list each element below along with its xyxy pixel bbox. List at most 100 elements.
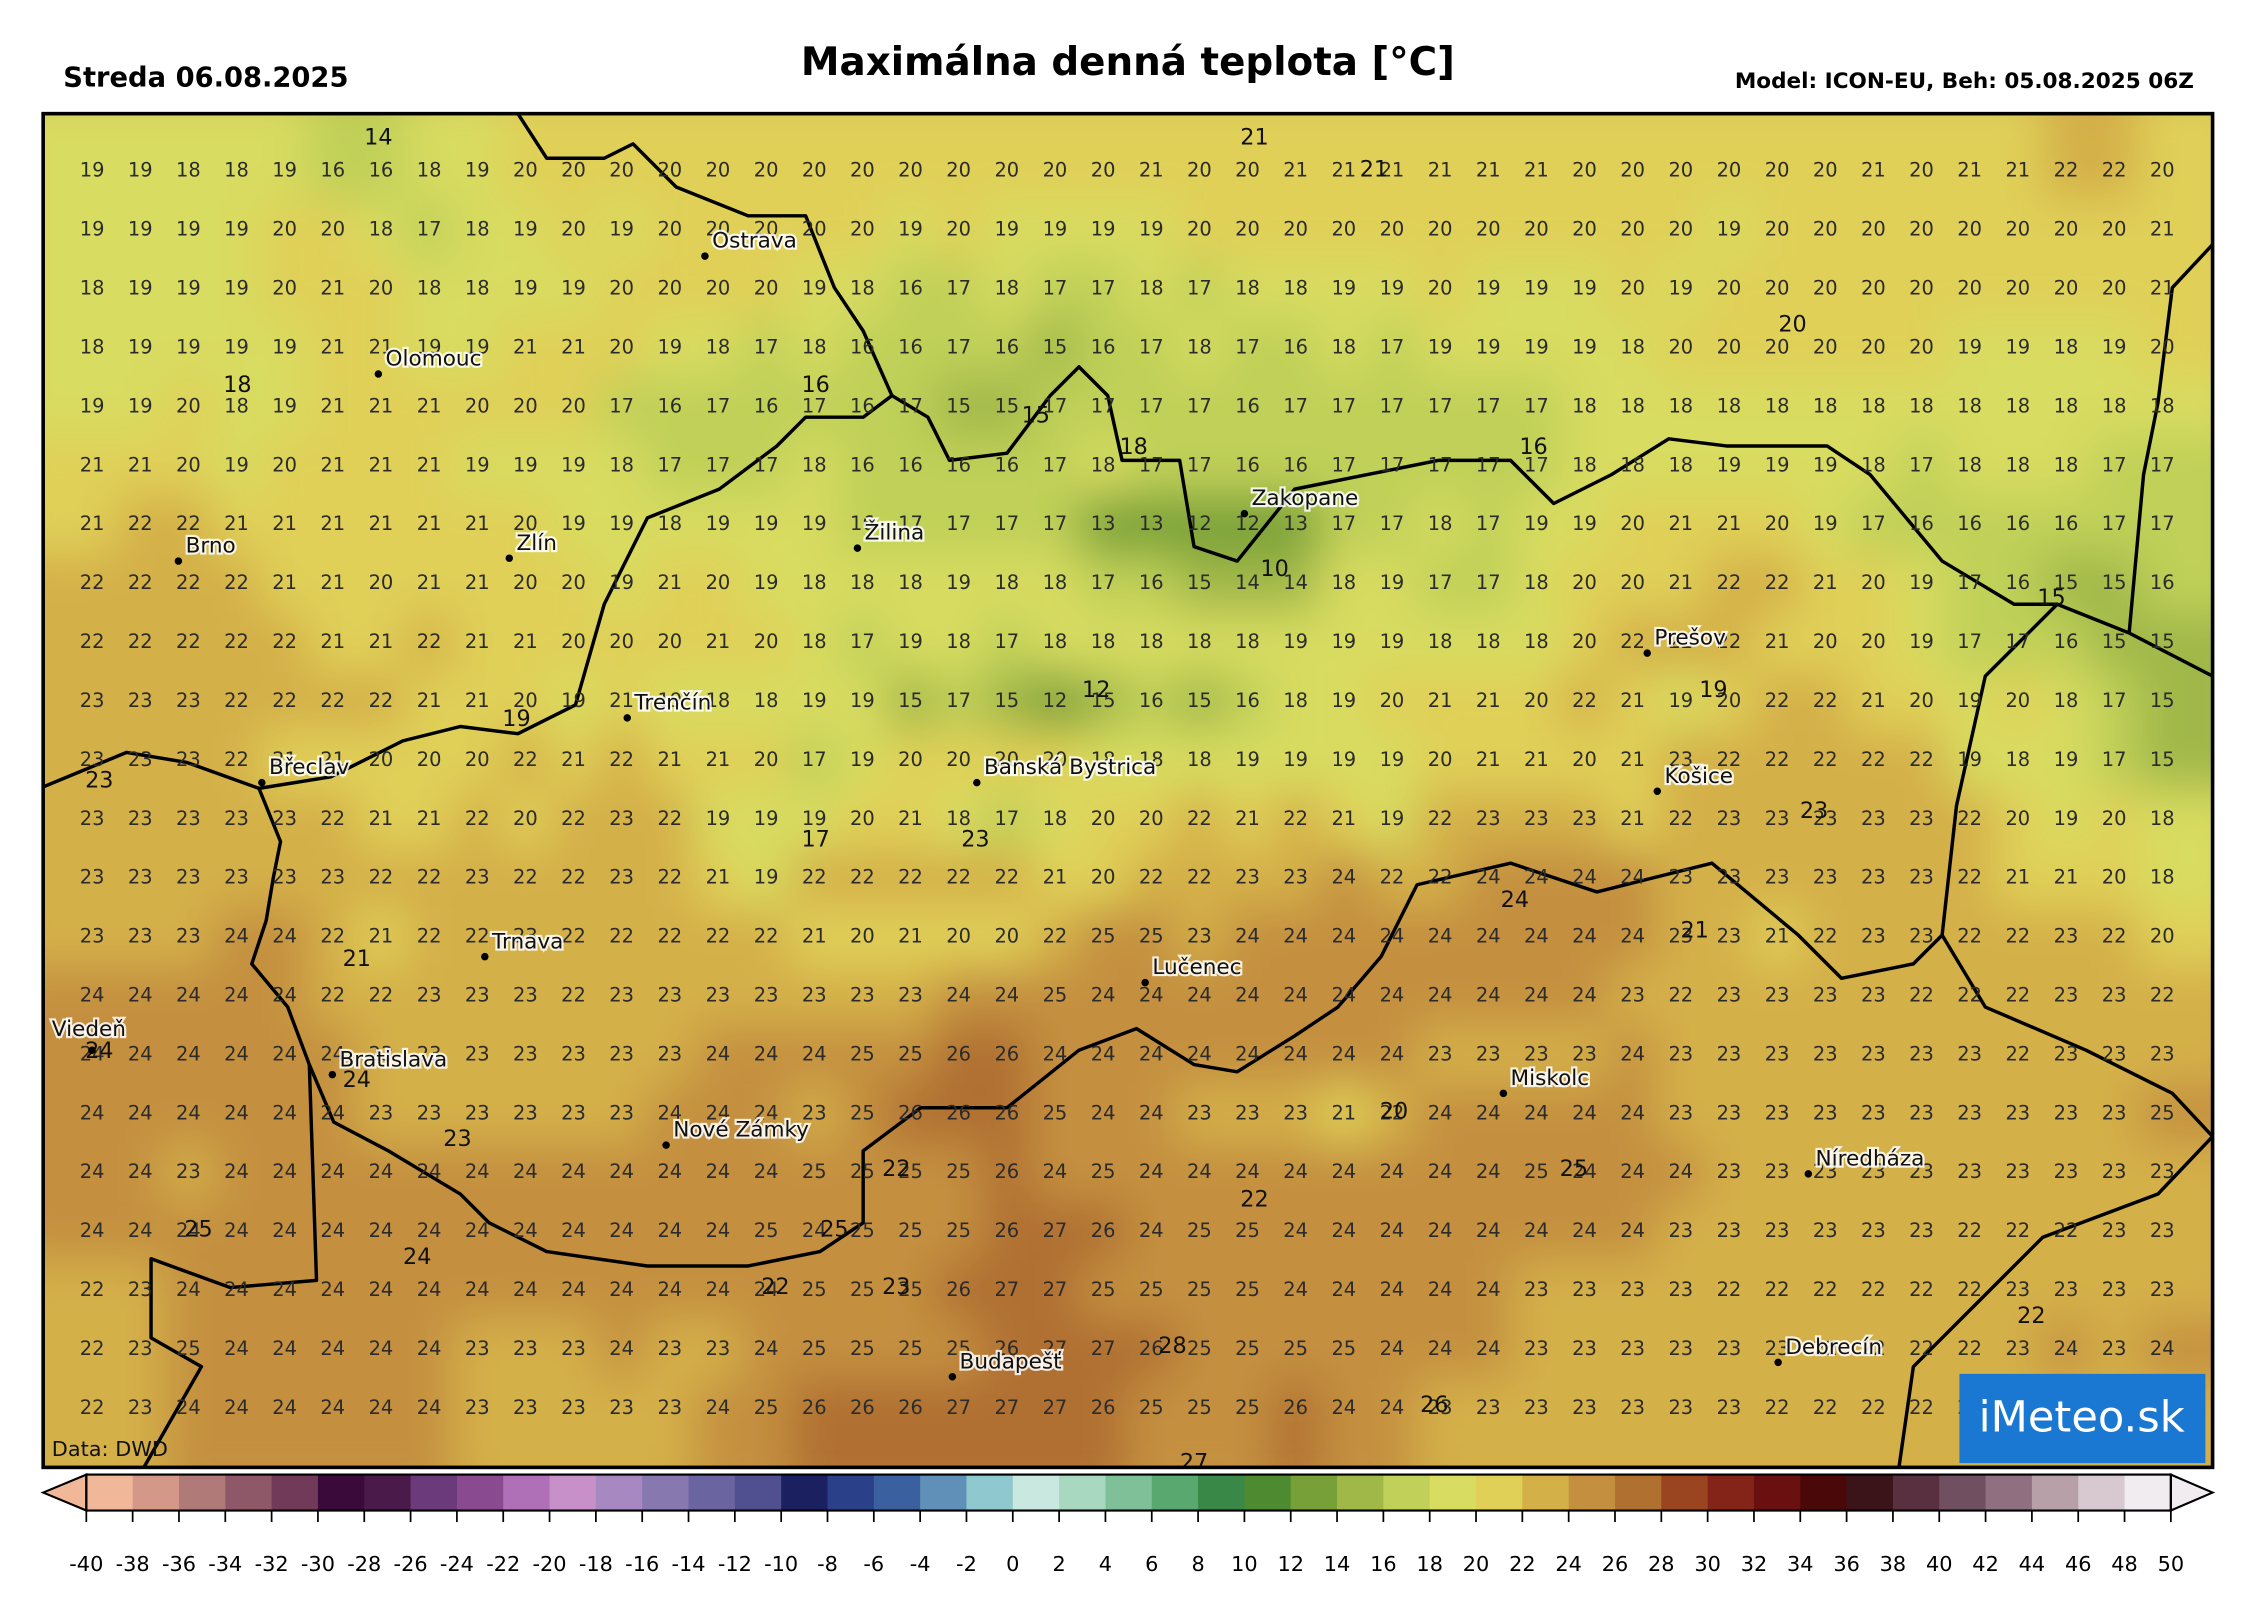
field-cell xyxy=(1849,1320,1899,1381)
field-cell xyxy=(1464,848,1514,910)
grid-value: 23 xyxy=(2150,1160,2175,1183)
colorbar-segment xyxy=(132,1474,180,1511)
grid-value: 26 xyxy=(802,1396,827,1419)
grid-value: 24 xyxy=(946,983,971,1006)
grid-value: 18 xyxy=(1524,630,1549,653)
field-cell xyxy=(116,1320,166,1381)
grid-value: 24 xyxy=(1235,1042,1260,1065)
grid-value: 23 xyxy=(1909,866,1934,889)
grid-value: 17 xyxy=(1043,394,1068,417)
grid-value: 19 xyxy=(513,218,538,241)
field-cell xyxy=(308,259,359,320)
field-cell xyxy=(260,966,311,1027)
field-cell xyxy=(453,966,503,1027)
grid-value: 21 xyxy=(1283,159,1308,182)
grid-value: 20 xyxy=(994,159,1019,182)
field-cell xyxy=(308,613,359,674)
grid-value: 19 xyxy=(561,453,586,476)
field-cell xyxy=(1175,318,1225,379)
field-cell xyxy=(2090,377,2140,438)
grid-value: 17 xyxy=(850,630,875,653)
grid-value: 18 xyxy=(1428,512,1453,535)
grid-value: 24 xyxy=(1187,983,1212,1006)
field-cell xyxy=(1223,671,1274,733)
grid-value: 16 xyxy=(850,512,875,535)
field-cell xyxy=(164,789,214,851)
field-cell xyxy=(1704,966,1755,1027)
grid-value: 24 xyxy=(609,1278,634,1301)
field-cell xyxy=(645,113,696,203)
grid-value: 24 xyxy=(1668,1160,1693,1183)
grid-value: 23 xyxy=(1572,1337,1597,1360)
field-cell xyxy=(886,1320,937,1381)
field-cell xyxy=(886,200,937,262)
field-cell xyxy=(1849,554,1899,615)
grid-value: 25 xyxy=(176,1337,201,1360)
grid-value: 25 xyxy=(1187,1278,1212,1301)
grid-value: 20 xyxy=(2102,277,2127,300)
colorbar-tick-label: 20 xyxy=(1463,1552,1490,1576)
grid-value: 24 xyxy=(1139,983,1164,1006)
grid-value: 27 xyxy=(1043,1337,1068,1360)
grid-value: 18 xyxy=(754,689,779,712)
field-cell xyxy=(308,554,359,615)
grid-value: 14 xyxy=(1283,571,1308,594)
field-cell xyxy=(1127,1320,1177,1381)
grid-value: 20 xyxy=(2102,866,2127,889)
grid-value: 19 xyxy=(128,159,153,182)
field-cell xyxy=(1993,789,2044,851)
grid-value: 19 xyxy=(1283,630,1308,653)
field-cell xyxy=(1271,1084,1322,1145)
grid-value: 24 xyxy=(1572,925,1597,948)
grid-value: 24 xyxy=(417,1278,442,1301)
field-cell xyxy=(838,377,888,438)
grid-value: 20 xyxy=(1572,630,1597,653)
field-cell xyxy=(742,554,792,615)
grid-value: 18 xyxy=(1572,394,1597,417)
field-cell xyxy=(1753,966,1803,1027)
grid-value: 19 xyxy=(465,453,490,476)
field-cell xyxy=(356,907,407,968)
grid-value: 16 xyxy=(1235,394,1260,417)
field-cell xyxy=(453,377,503,438)
field-cell xyxy=(43,200,118,262)
grid-value: 21 xyxy=(1476,689,1501,712)
grid-value: 23 xyxy=(2102,1160,2127,1183)
field-cell xyxy=(790,966,840,1027)
field-cell xyxy=(2090,495,2140,556)
colorbar-tick-label: -18 xyxy=(579,1552,613,1576)
field-cell xyxy=(1367,495,1418,556)
grid-value: 16 xyxy=(2150,571,2175,594)
field-cell xyxy=(260,789,311,851)
field-cell xyxy=(1608,1084,1659,1145)
grid-value: 24 xyxy=(1572,866,1597,889)
grid-value: 20 xyxy=(1091,807,1116,830)
field-cell xyxy=(934,554,985,615)
field-cell xyxy=(1030,259,1081,320)
field-cell xyxy=(1127,436,1177,497)
grid-value: 24 xyxy=(754,1337,779,1360)
grid-value: 23 xyxy=(465,866,490,889)
city-label: Viedeň xyxy=(52,1017,126,1042)
grid-value: 24 xyxy=(1572,1219,1597,1242)
grid-value: 22 xyxy=(1909,1396,1934,1419)
grid-value: 24 xyxy=(513,1219,538,1242)
field-cell xyxy=(2090,907,2140,968)
field-cell xyxy=(1945,671,1996,733)
grid-value: 23 xyxy=(1428,1396,1453,1419)
field-cell xyxy=(1223,1143,1274,1204)
field-cell xyxy=(549,848,600,910)
grid-value: 21 xyxy=(657,748,682,771)
field-cell xyxy=(212,436,263,497)
grid-value: 19 xyxy=(1717,453,1742,476)
field-cell xyxy=(1560,613,1611,674)
grid-value: 15 xyxy=(898,689,923,712)
field-cell xyxy=(2138,113,2213,203)
field-cell xyxy=(790,848,840,910)
city-label: Zlín xyxy=(516,531,556,556)
grid-value: 22 xyxy=(80,1396,105,1419)
grid-value: 19 xyxy=(224,218,249,241)
city-label: Zakopane xyxy=(1252,486,1359,511)
grid-value: 19 xyxy=(802,277,827,300)
field-cell xyxy=(1945,1025,1996,1086)
